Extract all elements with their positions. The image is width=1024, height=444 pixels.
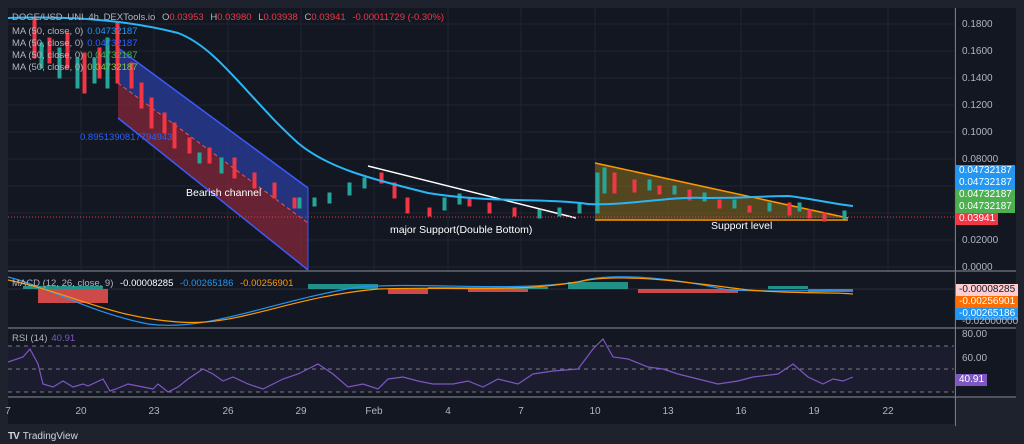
rsi-legend[interactable]: RSI (14) 40.91 xyxy=(12,333,76,344)
ma-legend-3[interactable]: MA (50, close, 0) 0.04732187 xyxy=(12,50,138,61)
footer: TV TradingView xyxy=(8,428,78,444)
time-axis[interactable]: 7 20 23 26 29 Feb 4 7 10 13 16 19 22 xyxy=(5,398,954,424)
time-tick: 20 xyxy=(75,406,87,417)
ma50-line xyxy=(8,16,854,207)
macd-pane[interactable]: MACD (12, 26, close, 9) -0.00008285 -0.0… xyxy=(8,272,954,327)
time-tick: 13 xyxy=(662,406,674,417)
price-tick: 0.02000 xyxy=(962,235,999,246)
rsi-tick: 80.00 xyxy=(962,329,988,340)
ma-price-tag: 0.04732187 xyxy=(956,165,1015,177)
rsi-value-tag: 40.91 xyxy=(956,374,988,386)
time-tick: 29 xyxy=(295,406,307,417)
ma-legend-4[interactable]: MA (50, close, 0) 0.04732187 xyxy=(12,62,138,73)
time-tick: 16 xyxy=(735,406,747,417)
rsi-tick: 60.00 xyxy=(962,353,988,364)
support-level-label: Support level xyxy=(711,220,773,232)
ma-price-tag: 0.04732187 xyxy=(956,189,1015,201)
macd-svg xyxy=(8,276,954,326)
time-tick: 23 xyxy=(148,406,160,417)
ma-price-tag: 0.04732187 xyxy=(956,201,1015,213)
time-tick: 26 xyxy=(222,406,234,417)
rsi-pane[interactable]: RSI (14) 40.91 xyxy=(8,329,954,396)
candles xyxy=(32,17,847,222)
rsi-svg xyxy=(8,338,954,393)
macd-tick: -0.02000000 xyxy=(962,316,1019,327)
price-chart-svg xyxy=(8,8,954,270)
brand-name: TradingView xyxy=(22,430,78,442)
time-tick: 7 xyxy=(518,406,524,417)
price-tick: 0.08000 xyxy=(962,154,999,165)
macd-line-tag: -0.00265186 xyxy=(956,308,1019,320)
price-axis-border xyxy=(955,8,956,426)
major-support-label: major Support(Double Bottom) xyxy=(390,224,533,236)
price-axis[interactable]: 0.1800 0.1600 0.1400 0.1200 0.1000 0.080… xyxy=(956,8,1016,273)
macd-histogram-tag: -0.00008285 xyxy=(956,284,1019,296)
last-price-tag: 0.03941 xyxy=(956,213,999,225)
price-tick: 0.1600 xyxy=(962,46,993,57)
macd-legend[interactable]: MACD (12, 26, close, 9) -0.00008285 -0.0… xyxy=(12,278,294,289)
time-tick: 7 xyxy=(5,406,11,417)
time-tick: 4 xyxy=(445,406,451,417)
price-tick: 0.0000 xyxy=(962,262,993,273)
symbol-legend: DOGE/USD UNI 4h DEXTools.io O0.03953 H0.… xyxy=(12,12,445,23)
fib-value-label: 0.8951390817794943 xyxy=(80,132,173,143)
price-tick: 0.1800 xyxy=(962,19,993,30)
ma-price-tag: 0.04732187 xyxy=(956,177,1015,189)
price-tick: 0.1400 xyxy=(962,73,993,84)
time-tick: 22 xyxy=(882,406,894,417)
time-tick: Feb xyxy=(365,406,383,417)
ma-legend-2[interactable]: MA (50, close, 0) 0.04732187 xyxy=(12,38,138,49)
price-chart-pane[interactable]: DOGE/USD UNI 4h DEXTools.io O0.03953 H0.… xyxy=(8,8,954,270)
macd-signal-tag: -0.00256901 xyxy=(956,296,1019,308)
macd-axis[interactable]: -0.00008285 -0.00256901 -0.00265186 -0.0… xyxy=(956,272,1019,327)
rsi-axis[interactable]: 80.00 60.00 40.91 xyxy=(956,329,1016,396)
tradingview-logo-icon: TV xyxy=(8,430,20,442)
ma-legend-1[interactable]: MA (50, close, 0) 0.04732187 xyxy=(12,26,138,37)
rsi-line xyxy=(8,338,854,393)
time-tick: 10 xyxy=(589,406,601,417)
channel-upper-fill xyxy=(118,48,308,223)
pane-separator[interactable] xyxy=(8,327,1016,329)
bearish-channel-label: Bearish channel xyxy=(186,187,262,199)
price-tick: 0.1000 xyxy=(962,127,993,138)
pane-separator[interactable] xyxy=(8,270,1016,272)
price-tick: 0.1200 xyxy=(962,100,993,111)
pane-separator[interactable] xyxy=(8,396,1016,398)
time-tick: 19 xyxy=(808,406,820,417)
